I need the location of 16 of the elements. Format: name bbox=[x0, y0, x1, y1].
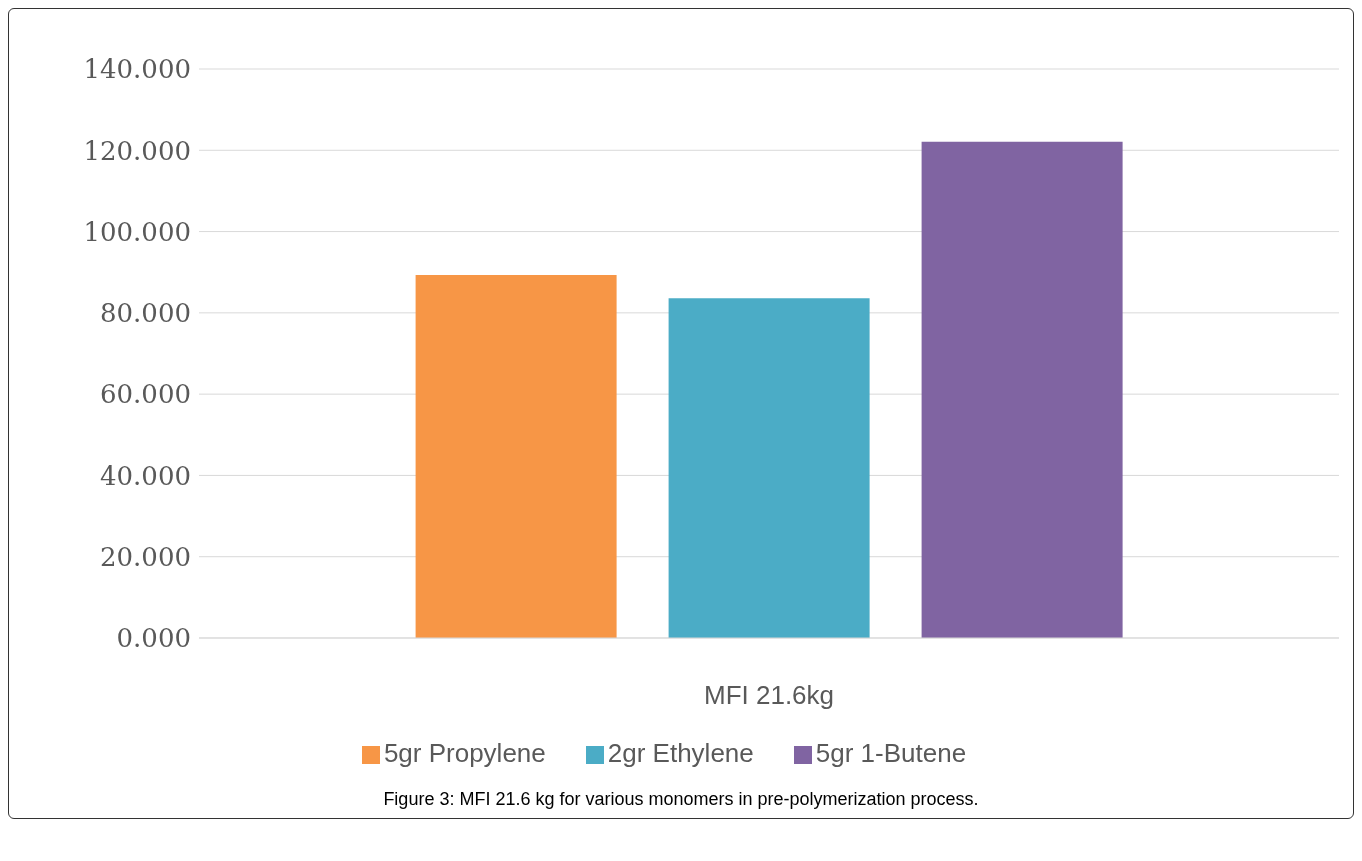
bar bbox=[921, 141, 1123, 638]
y-tick-label: 80.000 bbox=[100, 298, 191, 329]
legend-label: 5gr Propylene bbox=[383, 738, 546, 768]
y-tick-label: 0.000 bbox=[116, 623, 191, 654]
legend-label: 2gr Ethylene bbox=[607, 738, 754, 768]
y-tick-label: 120.000 bbox=[83, 135, 191, 166]
y-tick-label: 40.000 bbox=[100, 460, 191, 491]
y-tick-label: 60.000 bbox=[100, 379, 191, 410]
bar bbox=[415, 275, 617, 638]
y-tick-label: 100.000 bbox=[83, 216, 191, 247]
x-tick-label: MFI 21.6kg bbox=[703, 680, 835, 711]
y-tick-label: 20.000 bbox=[100, 541, 191, 572]
y-tick-label: 140.000 bbox=[83, 54, 191, 85]
caption: Figure 3: MFI 21.6 kg for various monomers in pre-polymerization process. bbox=[382, 789, 980, 811]
bar bbox=[668, 298, 870, 638]
legend-label: 5gr 1-Butene bbox=[815, 738, 967, 768]
